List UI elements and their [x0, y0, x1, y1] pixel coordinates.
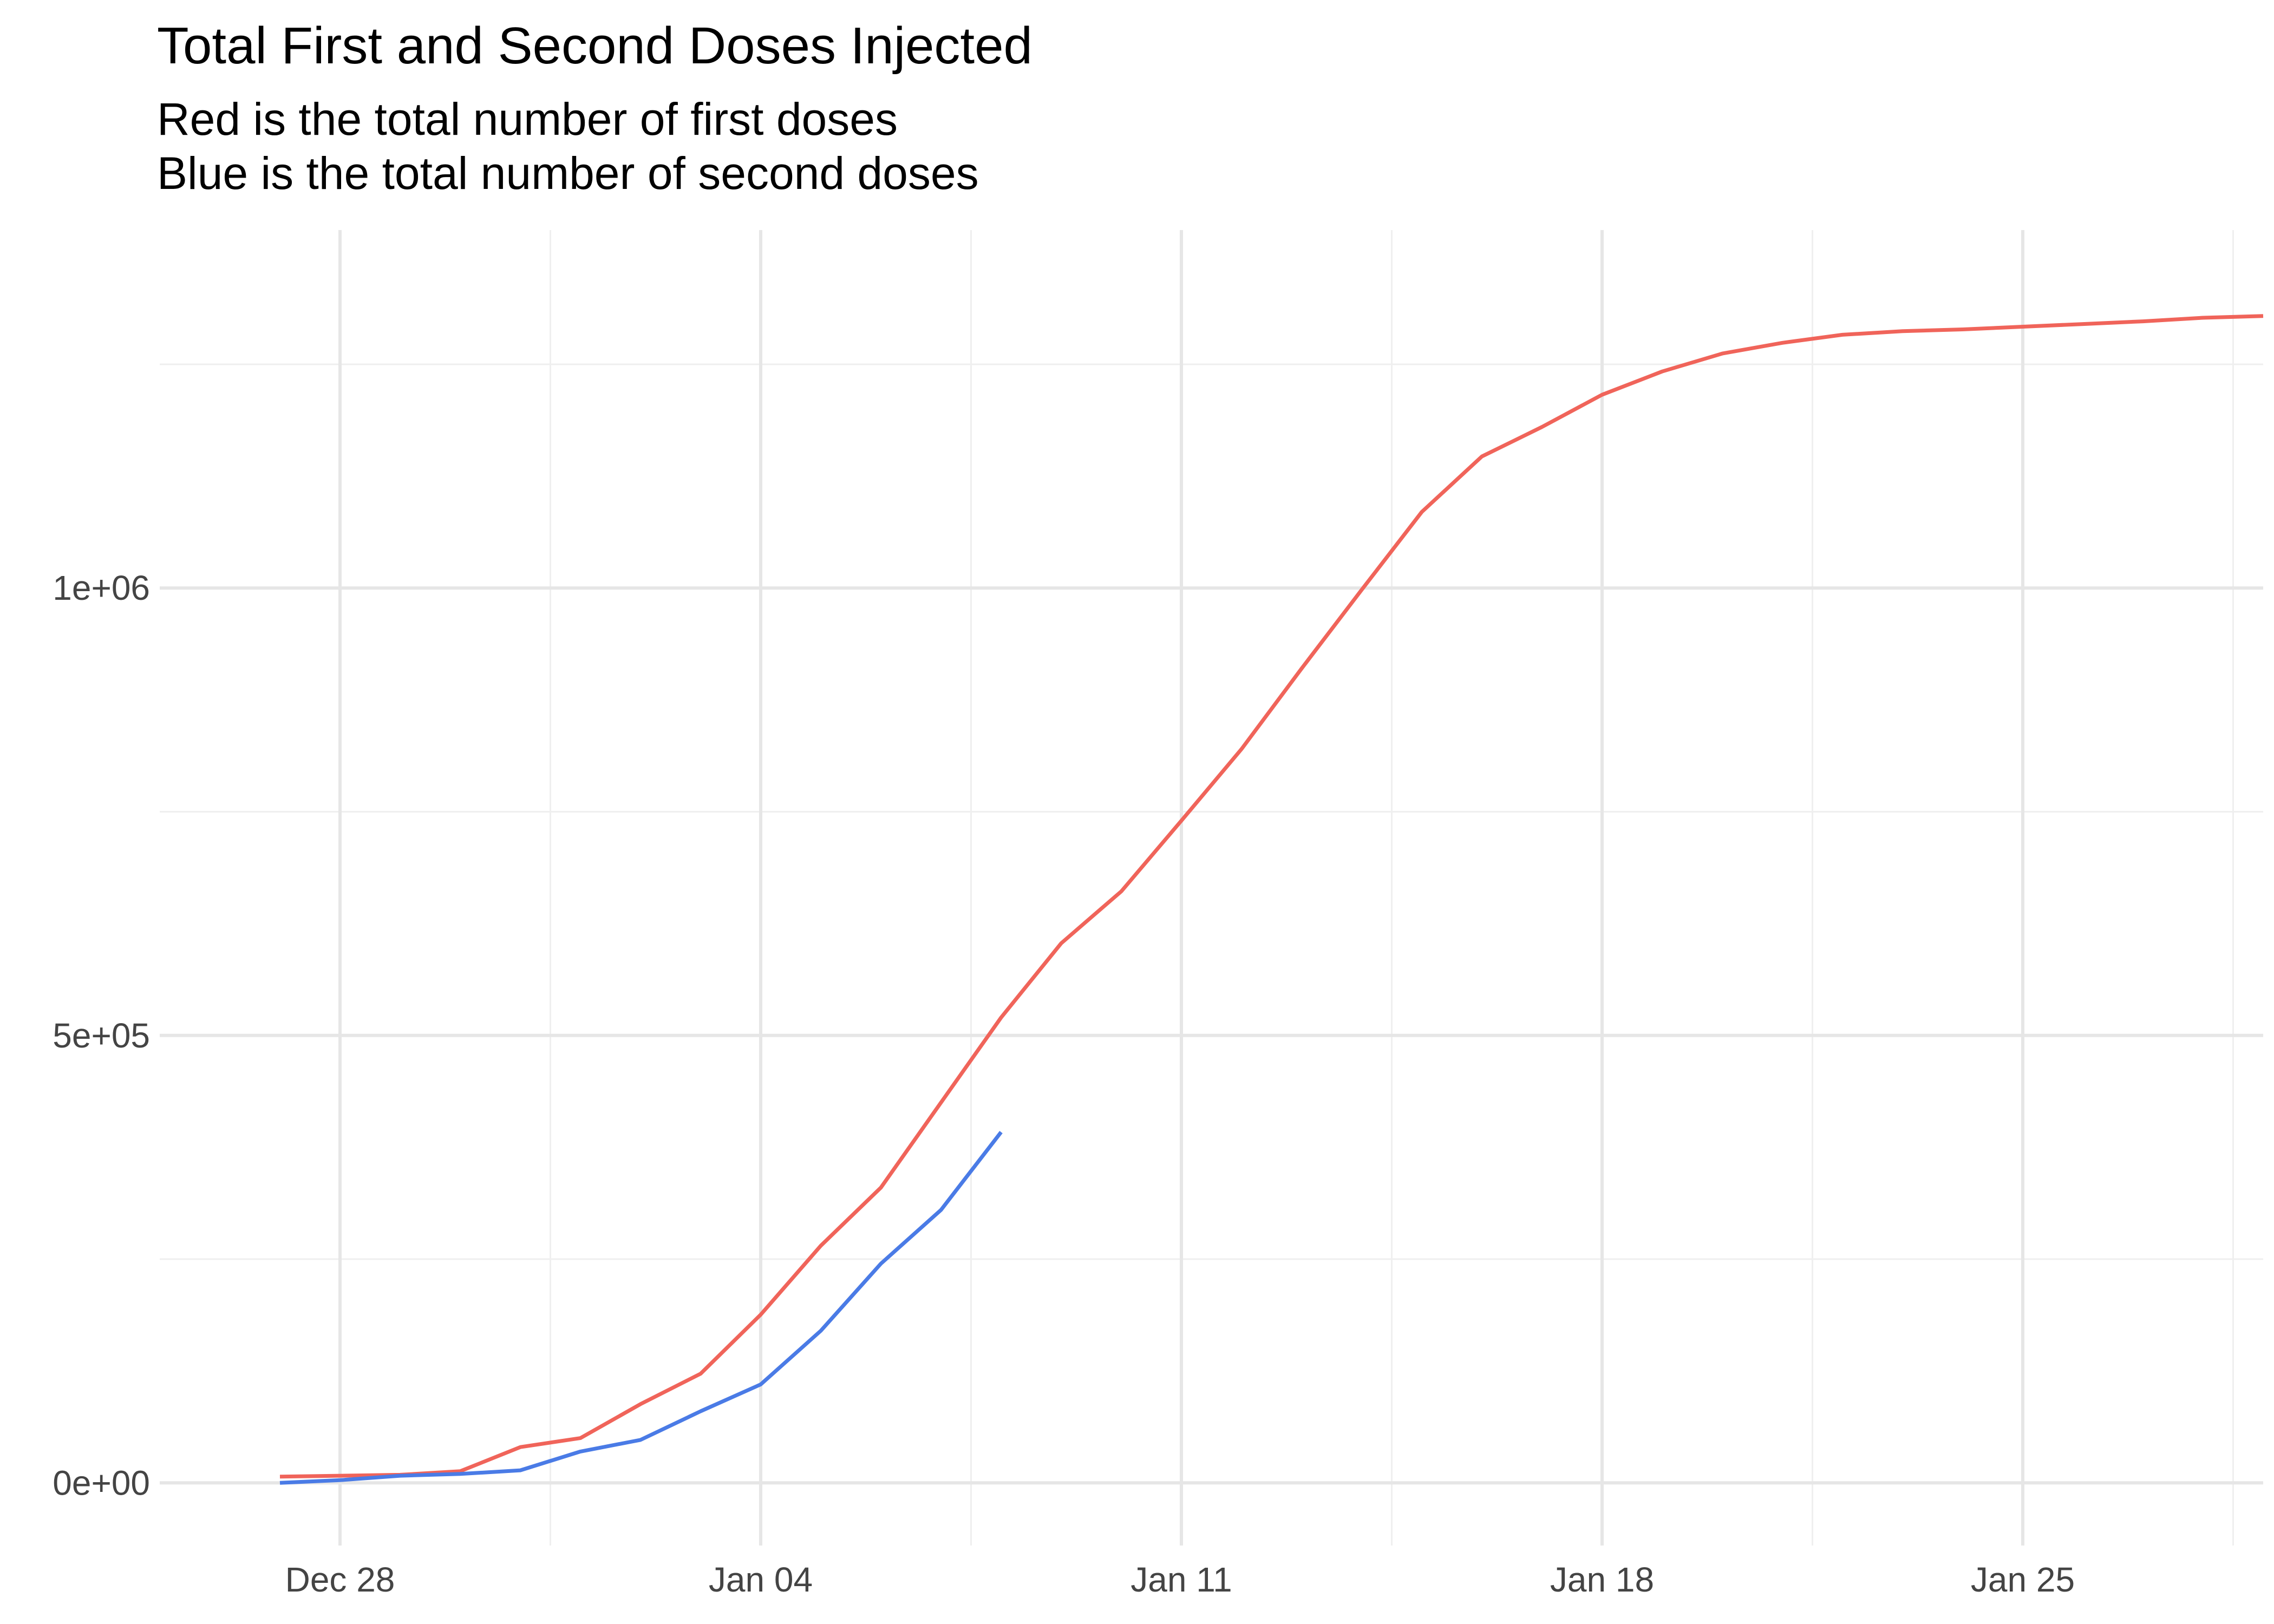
minor-gridlines — [160, 230, 2263, 1546]
y-tick-label: 1e+06 — [53, 568, 150, 607]
chart-title: Total First and Second Doses Injected — [157, 17, 1033, 75]
major-gridlines — [160, 230, 2263, 1546]
y-axis: 0e+00 5e+05 1e+06 — [53, 568, 150, 1502]
y-tick-label: 5e+05 — [53, 1016, 150, 1055]
series-layer — [279, 314, 2264, 1485]
series-line-1 — [279, 314, 2264, 1479]
x-tick-label: Jan 18 — [1550, 1560, 1654, 1599]
x-tick-label: Jan 04 — [709, 1560, 813, 1599]
x-axis: Dec 28 Jan 04 Jan 11 Jan 18 Jan 25 — [285, 1560, 2075, 1599]
chart-subtitle: Red is the total number of first doses B… — [157, 92, 979, 200]
series-line-2 — [279, 1131, 1003, 1485]
x-tick-label: Dec 28 — [285, 1560, 395, 1599]
x-tick-label: Jan 25 — [1971, 1560, 2075, 1599]
subtitle-line-first-doses: Red is the total number of first doses — [157, 94, 898, 145]
y-tick-label: 0e+00 — [53, 1463, 150, 1502]
subtitle-line-second-doses: Blue is the total number of second doses — [157, 148, 979, 199]
x-tick-label: Jan 11 — [1131, 1560, 1232, 1599]
